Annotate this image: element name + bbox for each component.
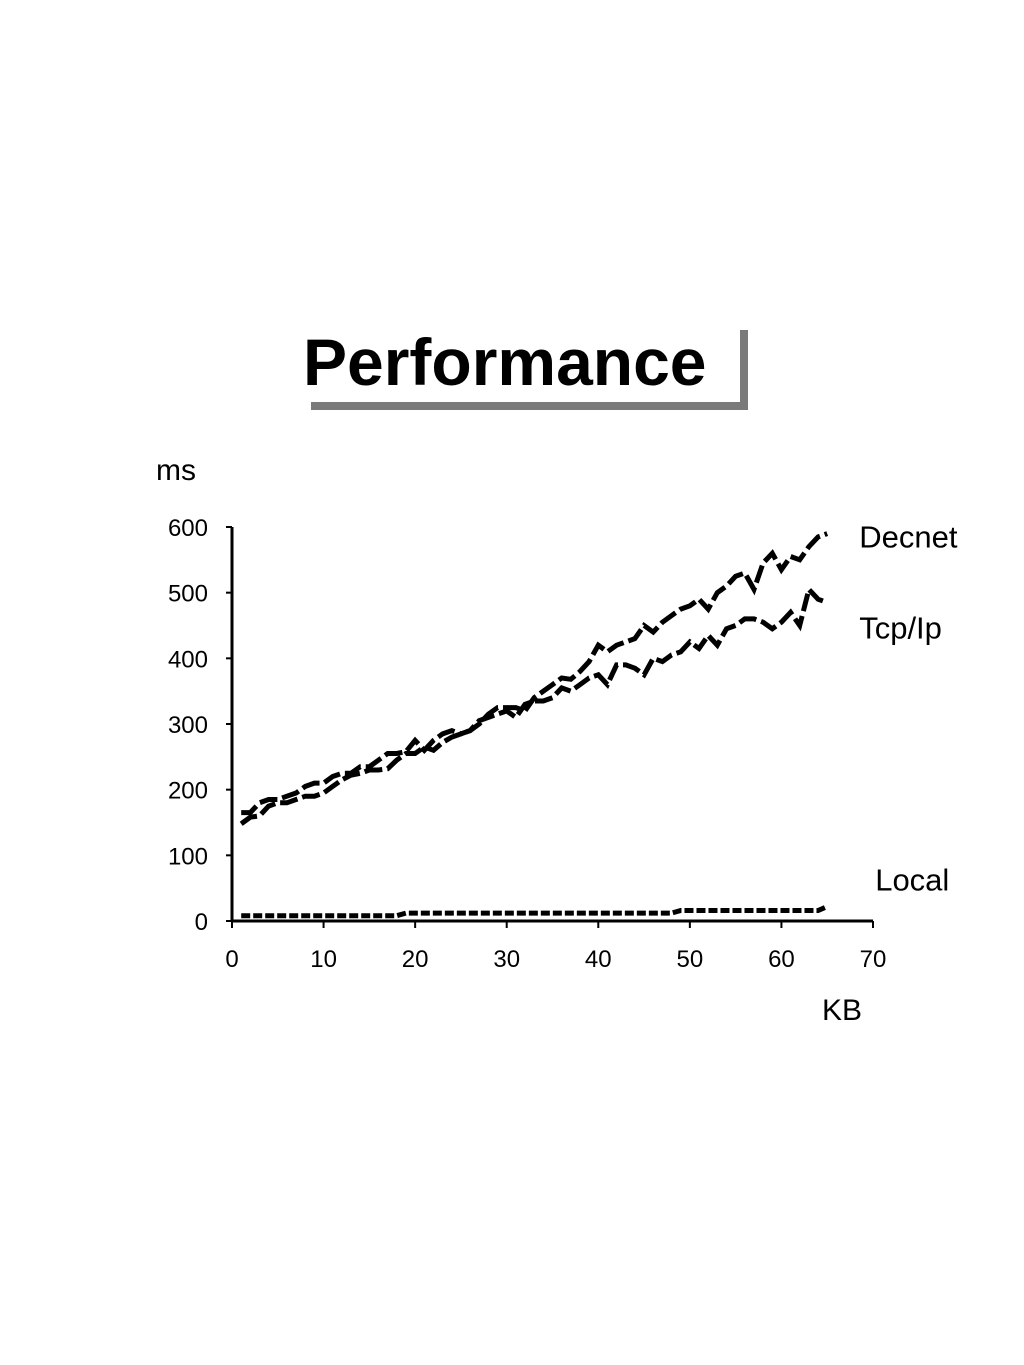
series-lines	[239, 531, 829, 919]
chart-axes	[230, 527, 873, 923]
series-line-tcp-ip	[241, 584, 829, 816]
x-tick-label: 30	[493, 946, 520, 973]
title-frame: Performance	[303, 322, 748, 412]
page-title: Performance	[303, 325, 707, 399]
x-axis-title: KB	[822, 994, 862, 1027]
x-tick-label: 50	[677, 946, 704, 973]
title-box: Performance	[303, 322, 740, 402]
y-tick-label: 100	[168, 843, 208, 870]
series-labels: Decnet Tcp/Ip Local	[859, 520, 958, 898]
x-tick-label: 10	[310, 946, 337, 973]
x-axis-ticks: 0 10 20 30 40 50 60 70	[225, 921, 886, 973]
x-tick-label: 0	[225, 946, 238, 973]
x-tick-label: 20	[402, 946, 429, 973]
y-tick-label: 300	[168, 712, 208, 739]
y-tick-label: 200	[168, 778, 208, 805]
y-tick-label: 0	[195, 909, 208, 936]
x-tick-label: 60	[768, 946, 795, 973]
x-tick-label: 40	[585, 946, 612, 973]
y-tick-label: 400	[168, 646, 208, 673]
series-label-local: Local	[875, 863, 949, 898]
series-label-tcp-ip: Tcp/Ip	[859, 611, 942, 646]
y-axis-title: ms	[156, 454, 196, 487]
series-line-decnet	[239, 531, 829, 826]
series-line-local	[241, 904, 829, 919]
y-axis-ticks: 0 100 200 300 400 500 600	[168, 515, 232, 936]
y-tick-label: 600	[168, 515, 208, 542]
y-tick-label: 500	[168, 581, 208, 608]
x-tick-label: 70	[860, 946, 887, 973]
series-label-decnet: Decnet	[859, 520, 958, 555]
